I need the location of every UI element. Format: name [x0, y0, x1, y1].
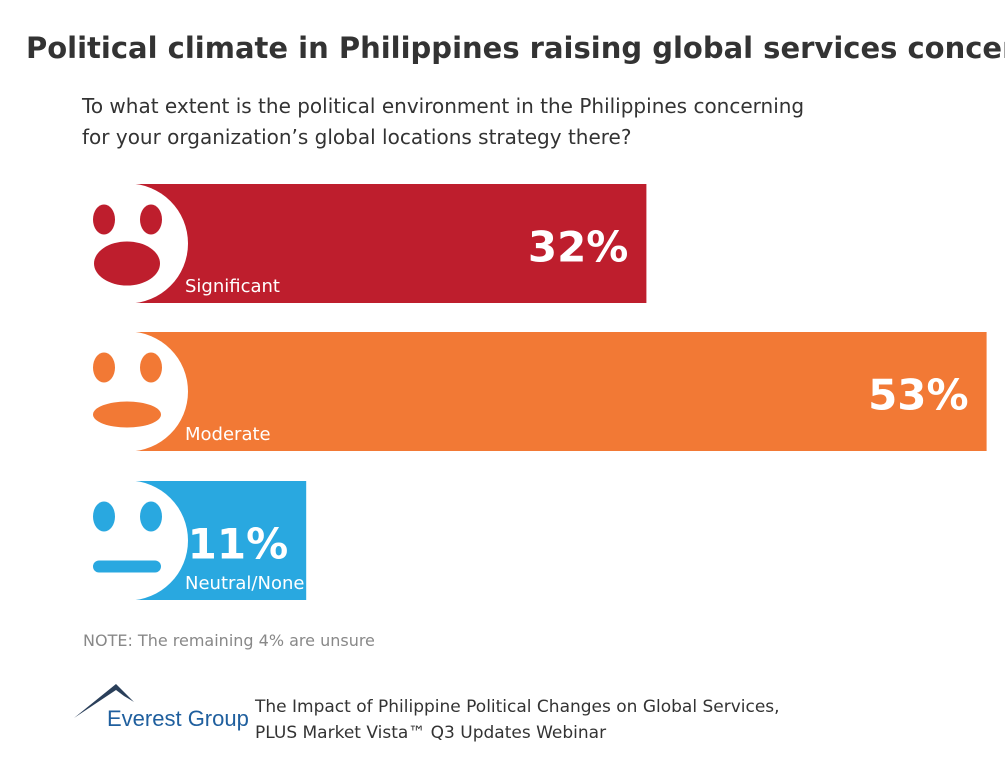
eye — [93, 352, 115, 383]
source: The Impact of Philippine Political Chang… — [254, 697, 780, 717]
logo: Everest Group — [107, 706, 249, 731]
bar — [128, 332, 987, 451]
mouth — [93, 560, 161, 573]
bar — [128, 184, 647, 303]
eye — [93, 204, 115, 235]
face — [68, 480, 188, 601]
eye — [140, 501, 162, 532]
subtitle: for your organization’s global locations… — [82, 125, 631, 149]
mouth — [93, 401, 161, 428]
eye — [140, 204, 162, 235]
note: NOTE: The remaining 4% are unsure — [83, 631, 375, 650]
value-label: 53% — [868, 371, 969, 420]
category-label: Significant — [185, 276, 280, 297]
eye — [140, 352, 162, 383]
category-label: Moderate — [185, 424, 271, 445]
subtitle: To what extent is the political environm… — [81, 94, 804, 118]
value-label: 11% — [188, 520, 289, 569]
face — [68, 331, 188, 452]
value-label: 32% — [528, 223, 629, 272]
chart-title: Political climate in Philippines raising… — [26, 31, 1005, 65]
mouth — [94, 241, 160, 286]
source: PLUS Market Vista™ Q3 Updates Webinar — [255, 723, 606, 743]
eye — [93, 501, 115, 532]
category-label: Neutral/None — [185, 573, 304, 594]
